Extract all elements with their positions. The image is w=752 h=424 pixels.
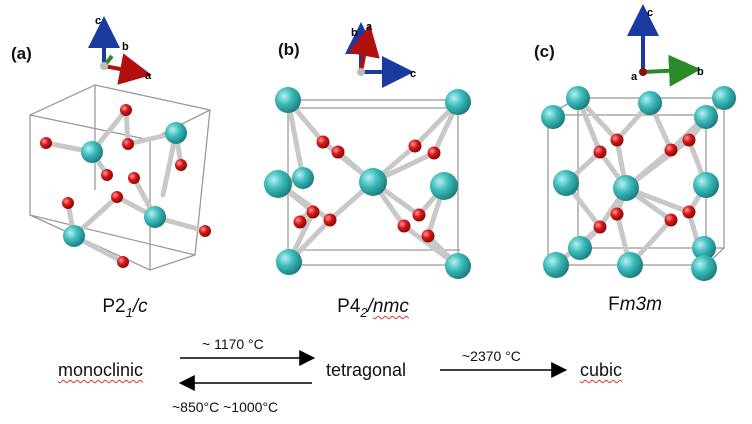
cation-atom [541,105,565,129]
panel-b-label: (b) [278,40,300,59]
oxygen-atom [128,172,140,184]
tetragonal-structure: b a c [264,21,471,279]
oxygen-atom [175,159,187,171]
axis-triad-a: c b a [88,15,152,85]
axis-label-b: b [122,41,129,53]
cation-atom [613,175,639,201]
axis-label-b: b [697,66,704,78]
cation-atom [693,172,719,198]
unit-cell-a [29,84,211,271]
panel-c-label: (c) [534,42,555,61]
oxygen-atom [408,139,422,153]
cation-atom [543,252,569,278]
oxygen-atom [62,197,74,209]
axis-triad-c: c a b [627,4,704,87]
axis-label-a: a [631,71,638,83]
cation-atom [359,168,387,196]
space-group-c: Fm3m [608,294,662,315]
oxygen-atom [323,213,337,227]
cation-atom [712,86,736,110]
atoms-b [264,87,471,279]
oxygen-atom [427,146,441,160]
cation-atom [617,252,643,278]
oxygen-atom [111,191,123,203]
oxygen-atom [293,215,307,229]
axis-label-c: c [410,68,416,80]
atoms-c [541,86,736,281]
cation-atom [275,87,301,113]
cation-atom [445,253,471,279]
oxygen-atom [682,133,696,147]
atoms-a [40,104,211,268]
cation-atom [63,225,85,247]
oxygen-atom [421,229,435,243]
phase-cubic: cubic [580,360,623,380]
space-group-a: P21/c [102,296,148,320]
oxygen-atom [682,205,696,219]
axis-label-a: a [366,21,373,33]
axis-label-a: a [145,70,152,82]
cation-atom [638,91,662,115]
cation-atom [165,122,187,144]
axis-triad-b: b a c [345,21,416,88]
cation-atom [566,86,590,110]
cation-atom [691,255,717,281]
oxygen-atom [610,207,624,221]
space-group-b: P42/nmc [337,296,409,320]
axis-label-c: c [647,7,653,19]
panel-a-label: (a) [11,44,32,63]
transition-arrows [178,350,568,391]
condition-mono-to-tet: ~ 1170 °C [202,336,264,352]
cation-atom [264,170,292,198]
oxygen-atom [397,219,411,233]
condition-tet-to-cubic: ~2370 °C [462,348,521,364]
phase-tetragonal: tetragonal [326,360,407,380]
axis-label-b: b [351,27,358,39]
oxygen-atom [593,145,607,159]
oxygen-atom [101,169,113,181]
oxygen-atom [331,145,345,159]
cation-atom [430,172,458,200]
cation-atom [553,170,579,196]
cation-atom [292,167,314,189]
oxygen-atom [122,138,134,150]
oxygen-atom [316,135,330,149]
cation-atom [276,249,302,275]
oxygen-atom [610,133,624,147]
oxygen-atom [412,208,426,222]
oxygen-atom [664,143,678,157]
oxygen-atom [306,205,320,219]
cation-atom [445,89,471,115]
axis-label-c: c [95,15,101,27]
cation-atom [144,206,166,228]
cubic-structure: c a b [541,4,736,281]
oxygen-atom [199,225,211,237]
cation-atom [81,141,103,163]
cation-atom [694,105,718,129]
cation-atom [568,236,592,260]
oxygen-atom [40,137,52,149]
phase-monoclinic: monoclinic [58,360,144,380]
cation-atom [692,236,716,260]
oxygen-atom [593,220,607,234]
condition-tet-to-mono: ~850°C ~1000°C [172,399,279,415]
monoclinic-structure: c b a [29,15,211,271]
oxygen-atom [117,256,129,268]
oxygen-atom [120,104,132,116]
oxygen-atom [664,213,678,227]
